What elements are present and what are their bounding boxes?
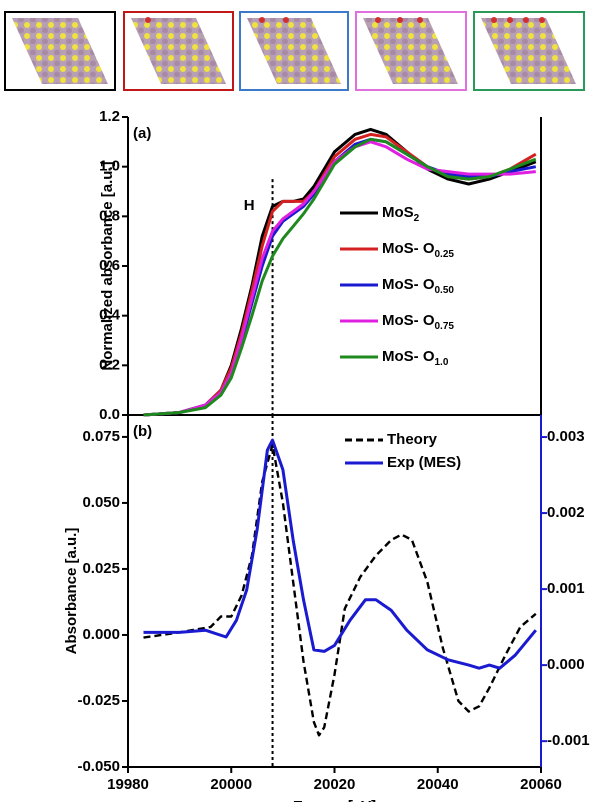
panel-label: (b) — [133, 423, 152, 440]
oxygen-atom — [523, 17, 529, 23]
x-tick-label: 20060 — [520, 776, 562, 793]
y-axis-title: Normalized absorbance [a.u.] — [99, 161, 116, 370]
y2-tick-label: 0.002 — [547, 504, 585, 521]
oxygen-atom — [417, 17, 423, 23]
x-axis-title: Energy [eV] — [293, 798, 376, 802]
thumb-structure — [247, 18, 341, 84]
series-line — [143, 438, 537, 670]
x-tick-label: 20040 — [417, 776, 459, 793]
y-tick-label: -0.025 — [77, 692, 120, 709]
oxygen-atom — [283, 17, 289, 23]
thumb-structure — [12, 18, 108, 84]
y-tick-label: 0.2 — [99, 356, 120, 373]
y-tick-label: 0.000 — [82, 626, 120, 643]
oxygen-atom — [259, 17, 265, 23]
y-axis-title: Absorbance [a.u.] — [63, 528, 80, 655]
legend-label: Exp (MES) — [387, 454, 461, 471]
series-line — [143, 137, 537, 417]
y2-tick-label: 0.003 — [547, 428, 585, 445]
y-tick-label: 1.2 — [99, 108, 120, 125]
reference-label: H — [244, 197, 255, 214]
legend-label: MoS2 — [382, 204, 420, 224]
oxygen-atom — [507, 17, 513, 23]
y-tick-label: 0.0 — [99, 406, 120, 423]
legend-label: MoS- O0.25 — [382, 240, 454, 260]
thumb-structure — [363, 18, 458, 84]
y-tick-label: 0.6 — [99, 257, 120, 274]
thumb-structure — [481, 18, 576, 84]
y-tick-label: 0.025 — [82, 560, 120, 577]
y-tick-label: 0.8 — [99, 207, 120, 224]
y2-tick-label: -0.001 — [547, 732, 590, 749]
x-tick-label: 20020 — [314, 776, 356, 793]
series-line — [143, 443, 537, 737]
legend-label: MoS- O0.75 — [382, 312, 454, 332]
thumb-structure — [131, 18, 226, 84]
y-tick-label: 0.4 — [99, 307, 121, 324]
legend-label: MoS- O1.0 — [382, 348, 449, 368]
oxygen-atom — [375, 17, 381, 23]
oxygen-atom — [539, 17, 545, 23]
series-line — [143, 140, 536, 417]
series-line — [143, 127, 537, 417]
x-tick-label: 19980 — [107, 776, 149, 793]
oxygen-atom — [397, 17, 403, 23]
y2-tick-label: 0.001 — [547, 580, 585, 597]
y-tick-label: 0.075 — [82, 428, 120, 445]
panel-label: (a) — [133, 125, 151, 142]
oxygen-atom — [491, 17, 497, 23]
y-tick-label: -0.050 — [77, 758, 120, 775]
legend-label: MoS- O0.50 — [382, 276, 454, 296]
y-tick-label: 0.050 — [82, 494, 120, 511]
oxygen-atom — [145, 17, 151, 23]
legend-label: Theory — [387, 431, 438, 448]
y2-tick-label: 0.000 — [547, 656, 585, 673]
y-tick-label: 1.0 — [99, 158, 120, 175]
structure-thumbnails — [4, 11, 585, 91]
x-tick-label: 20000 — [210, 776, 252, 793]
